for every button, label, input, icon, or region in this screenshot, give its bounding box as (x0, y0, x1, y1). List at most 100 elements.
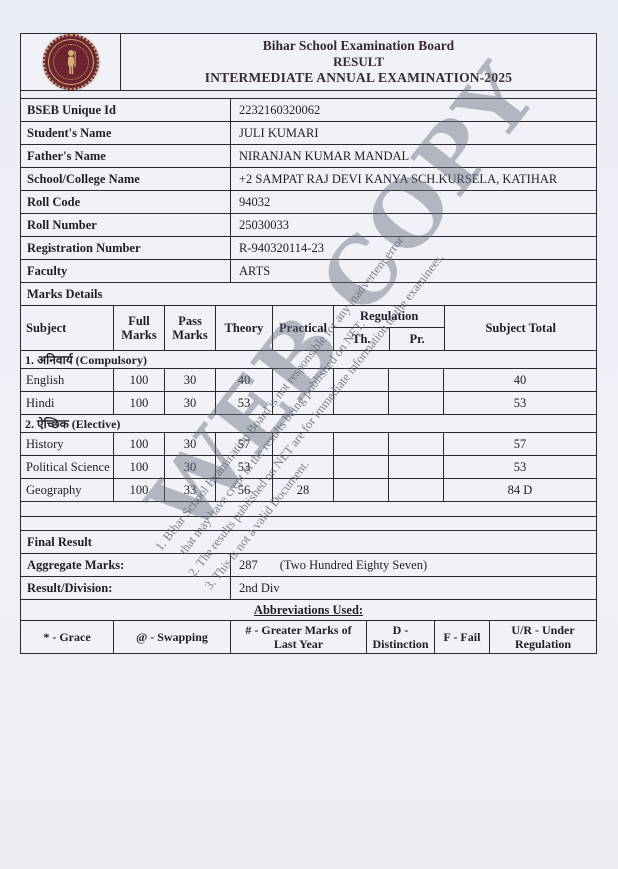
practical-cell (273, 369, 334, 391)
section-elective: 2. ऐच्छिक (Elective) (21, 415, 596, 433)
field-label: School/College Name (21, 168, 231, 190)
field-value: JULI KUMARI (239, 125, 319, 140)
field-label: Roll Number (21, 214, 231, 236)
pass-marks-cell: 33 (165, 479, 216, 501)
col-header-subject: Subject (21, 306, 114, 350)
empty-row (21, 502, 596, 517)
subject-cell: English (21, 369, 114, 391)
reg-th-cell (334, 433, 389, 455)
theory-cell: 53 (216, 456, 273, 478)
field-label: BSEB Unique Id (21, 99, 231, 121)
col-header-subject-total: Subject Total (485, 320, 556, 335)
pass-marks-cell: 30 (165, 392, 216, 414)
full-marks-cell: 100 (114, 433, 165, 455)
full-marks-cell: 100 (114, 369, 165, 391)
subject-total-cell: 57 (513, 436, 527, 451)
final-result-heading: Final Result (21, 531, 596, 554)
subject-total-cell: 40 (513, 372, 527, 387)
field-label: Registration Number (21, 237, 231, 259)
abbreviations-heading: Abbreviations Used: (21, 600, 596, 621)
detail-row-registration-number: Registration Number R-940320114-23 (21, 237, 596, 260)
pass-marks-cell: 30 (165, 433, 216, 455)
col-header-full-marks: Full Marks (114, 306, 165, 350)
theory-cell: 57 (216, 433, 273, 455)
theory-cell: 56 (216, 479, 273, 501)
marks-table-header: Subject Full Marks Pass Marks Theory Pra… (21, 306, 596, 351)
subject-total-cell: 84 D (507, 482, 533, 497)
seal-inner-ring (52, 44, 89, 80)
abbreviations-title-text: Abbreviations Used: (253, 602, 364, 617)
marks-row-hindi: Hindi 100 30 53 53 (21, 392, 596, 415)
field-label: Student's Name (21, 122, 231, 144)
detail-row-father-name: Father's Name NIRANJAN KUMAR MANDAL (21, 145, 596, 168)
aggregate-number: 287 (239, 557, 258, 572)
seal-figure-icon (67, 50, 76, 74)
result-document: Bihar School Examination Board RESULT IN… (20, 33, 597, 654)
subject-cell: Political Science (21, 456, 114, 478)
abbr-under-regulation: U/R - Under Regulation (511, 622, 575, 651)
section-compulsory: 1. अनिवार्य (Compulsory) (21, 351, 596, 369)
abbreviations-row: * - Grace @ - Swapping # - Greater Marks… (21, 621, 596, 653)
result-division-label: Result/Division: (21, 577, 231, 599)
full-marks-cell: 100 (114, 392, 165, 414)
abbr-greater-marks: # - Greater Marks of Last Year (231, 621, 367, 653)
field-label: Faculty (21, 260, 231, 282)
practical-cell (273, 456, 334, 478)
field-value: ARTS (239, 263, 271, 278)
exam-title: INTERMEDIATE ANNUAL EXAMINATION-2025 (204, 70, 513, 85)
aggregate-words: (Two Hundred Eighty Seven) (279, 557, 428, 572)
field-value: 94032 (239, 194, 271, 209)
reg-pr-cell (389, 392, 444, 414)
field-value: 2232160320062 (239, 102, 321, 117)
document-header: Bihar School Examination Board RESULT IN… (21, 34, 596, 91)
pass-marks-cell: 30 (165, 456, 216, 478)
subject-cell: Hindi (21, 392, 114, 414)
col-header-reg-th: Th. (334, 328, 390, 350)
reg-th-cell (334, 456, 389, 478)
col-header-reg-pr: Pr. (409, 331, 425, 346)
reg-th-cell (334, 369, 389, 391)
col-header-practical: Practical (273, 306, 334, 350)
col-header-regulation: Regulation (334, 306, 445, 328)
detail-row-student-name: Student's Name JULI KUMARI (21, 122, 596, 145)
empty-row (21, 517, 596, 531)
practical-cell: 28 (273, 479, 334, 501)
marks-row-political-science: Political Science 100 30 53 53 (21, 456, 596, 479)
detail-row-roll-number: Roll Number 25030033 (21, 214, 596, 237)
full-marks-cell: 100 (114, 479, 165, 501)
field-label: Roll Code (21, 191, 231, 213)
aggregate-marks-label: Aggregate Marks: (21, 554, 231, 576)
marks-row-history: History 100 30 57 57 (21, 433, 596, 456)
aggregate-marks-row: Aggregate Marks: 287 (Two Hundred Eighty… (21, 554, 596, 577)
marks-row-geography: Geography 100 33 56 28 84 D (21, 479, 596, 502)
col-header-regulation-group: Regulation Th. Pr. (334, 306, 446, 350)
subject-total-cell: 53 (513, 395, 527, 410)
board-name: Bihar School Examination Board (262, 38, 455, 53)
aggregate-marks-value: 287 (Two Hundred Eighty Seven) (231, 554, 596, 576)
col-header-pass-marks: Pass Marks (165, 306, 216, 350)
subject-cell: History (21, 433, 114, 455)
reg-pr-cell (389, 369, 444, 391)
reg-th-cell (334, 479, 389, 501)
detail-row-unique-id: BSEB Unique Id 2232160320062 (21, 99, 596, 122)
field-value: R-940320114-23 (239, 240, 324, 255)
reg-pr-cell (389, 433, 444, 455)
abbr-grace: * - Grace (21, 621, 114, 653)
detail-row-roll-code: Roll Code 94032 (21, 191, 596, 214)
subject-total-cell: 53 (513, 459, 527, 474)
theory-cell: 40 (216, 369, 273, 391)
regulation-subheaders: Th. Pr. (334, 328, 444, 350)
marks-details-heading: Marks Details (21, 283, 596, 306)
field-value: +2 SAMPAT RAJ DEVI KANYA SCH.KURSELA, KA… (239, 171, 558, 186)
result-division-row: Result/Division: 2nd Div (21, 577, 596, 600)
detail-row-faculty: Faculty ARTS (21, 260, 596, 283)
title-block: Bihar School Examination Board RESULT IN… (121, 34, 596, 90)
header-divider-gap (21, 91, 596, 99)
logo-cell (21, 34, 121, 90)
abbr-distinction: D - Distinction (367, 621, 435, 653)
practical-cell (273, 433, 334, 455)
result-division-value: 2nd Div (239, 580, 280, 595)
field-value: NIRANJAN KUMAR MANDAL (239, 148, 410, 163)
col-header-theory: Theory (216, 306, 273, 350)
practical-cell (273, 392, 334, 414)
